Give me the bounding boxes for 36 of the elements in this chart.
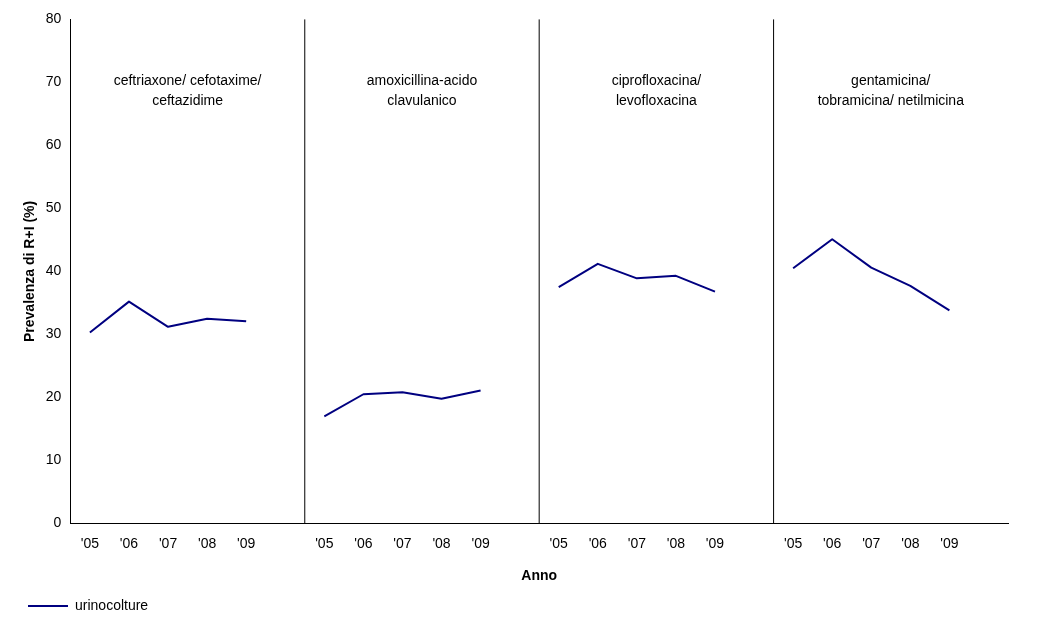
y-tick-label: 80 [45,10,62,27]
x-tick-label: '08 [901,534,920,551]
x-tick-label: '05 [80,534,100,551]
x-tick-label: '05 [549,534,569,551]
annotation: ceftriaxone/ cefotaxime/ ceftazidime [113,72,262,109]
legend-label: urinocolture [75,596,149,613]
y-axis-title: Prevalenza di R+I (%) [21,200,38,343]
x-tick-label: '08 [197,534,217,551]
y-tick-label: 40 [45,262,62,279]
y-tick-label: 50 [45,199,62,216]
x-tick-label: '09 [940,534,959,551]
x-tick-label: '09 [237,534,256,551]
annotation: ciprofloxacina/ levofloxacina [611,72,702,109]
x-tick-label: '06 [823,534,842,551]
y-tick-label: 30 [45,325,62,342]
annotation: gentamicina/ tobramicina/ netilmicina [817,72,965,109]
x-tick-label: '07 [158,534,178,551]
x-axis-title: Anno [521,567,558,584]
x-tick-label: '07 [393,534,412,551]
y-tick-label: 10 [45,451,62,468]
x-tick-label: '09 [705,534,725,551]
x-tick-label: '07 [862,534,881,551]
x-tick-label: '06 [119,534,139,551]
x-tick-label: '07 [627,534,647,551]
x-tick-label: '08 [432,534,451,551]
x-tick-label: '06 [354,534,373,551]
x-tick-label: '06 [588,534,608,551]
annotation: amoxicillina-acido clavulanico [366,72,478,109]
x-tick-label: '05 [784,534,803,551]
x-tick-label: '09 [471,534,490,551]
x-tick-label: '08 [666,534,686,551]
y-tick-label: 20 [45,388,62,405]
y-tick-label: 60 [45,136,62,153]
y-tick-label: 70 [45,73,62,90]
x-tick-label: '05 [315,534,334,551]
y-tick-label: 0 [53,514,62,531]
